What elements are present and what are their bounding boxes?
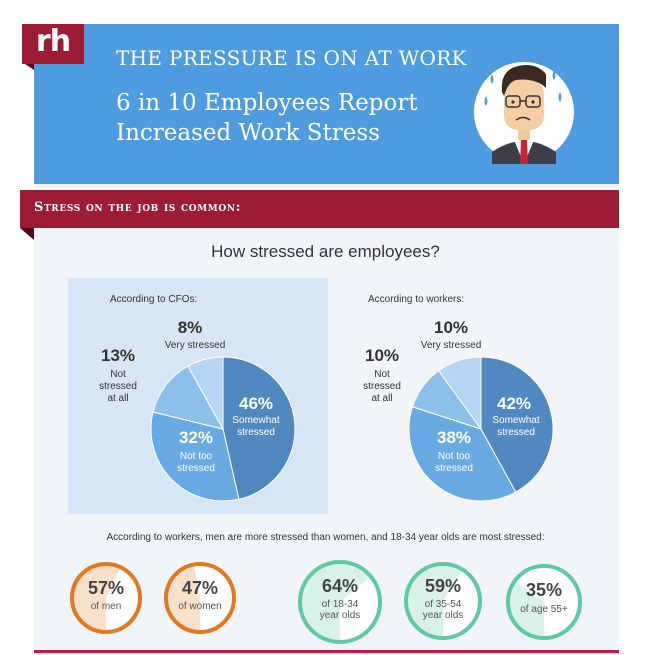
cfo-source-label: According to CFOs:	[110, 294, 198, 305]
age-35-54-stat-label: of 35-54 year olds	[408, 599, 478, 621]
workers-not-at-all-label-2: stressed	[363, 381, 401, 392]
workers-somewhat-pct: 42%	[496, 394, 532, 413]
women-stat-ring: 47% of women	[164, 562, 236, 634]
cfo-very-pct: 8%	[177, 318, 203, 337]
section-title: Stress on the job is common:	[34, 200, 241, 215]
logo-fold	[22, 62, 34, 70]
age-35-54-stat-label-2: year olds	[422, 610, 464, 621]
workers-not-too-label-1: Not too	[437, 451, 471, 462]
workers-very-pct: 10%	[433, 318, 469, 337]
cfo-slice-not-stressed-at-all	[152, 365, 224, 430]
cfo-not-too-label: Not too stressed	[160, 451, 232, 475]
workers-not-at-all-label-3: at all	[371, 393, 393, 404]
age-18-34-stat-label: of 18-34 year olds	[302, 599, 378, 621]
men-stat-label: of men	[90, 601, 122, 612]
age-18-34-stat-ring: 64% of 18-34 year olds	[298, 560, 382, 644]
cfo-somewhat-label: Somewhat stressed	[220, 415, 292, 439]
workers-slice-somewhat-stressed	[480, 356, 554, 493]
men-stat-ring: 57% of men	[70, 562, 142, 634]
cfo-pie-chart	[150, 356, 296, 502]
age-35-54-stat-label-1: of 35-54	[424, 599, 462, 610]
cfo-not-too-pct: 32%	[178, 428, 214, 447]
men-stat-pct: 57%	[87, 578, 125, 598]
cfo-slice-not-too-stressed	[150, 411, 240, 502]
cfo-not-too-label-2: stressed	[177, 463, 215, 474]
banner-fold	[20, 228, 34, 240]
age-35-54-stat-pct: 59%	[424, 576, 462, 596]
age-18-34-stat-label-1: of 18-34	[321, 599, 359, 610]
cfo-not-at-all-label-1: Not	[110, 369, 126, 380]
hero-kicker: THE PRESSURE IS ON AT WORK	[116, 46, 467, 70]
workers-not-at-all-label-1: Not	[374, 369, 390, 380]
cfo-not-at-all-label: Not stressed at all	[90, 369, 146, 405]
workers-source-label: According to workers:	[368, 294, 465, 305]
workers-not-at-all-label: Not stressed at all	[354, 369, 410, 405]
workers-very-label: Very stressed	[420, 340, 482, 351]
cfo-very-label: Very stressed	[164, 340, 226, 351]
cfo-not-too-label-1: Not too	[179, 451, 213, 462]
demographics-note: According to workers, men are more stres…	[106, 532, 545, 543]
workers-not-too-label-2: stressed	[435, 463, 473, 474]
workers-not-at-all-pct: 10%	[364, 346, 400, 365]
women-stat-pct: 47%	[181, 578, 219, 598]
hero-title-line2: Increased Work Stress	[116, 120, 380, 146]
hero-title-line1: 6 in 10 Employees Report	[116, 90, 418, 116]
stressed-man-illustration	[474, 62, 574, 164]
age-55-plus-stat-pct: 35%	[525, 580, 563, 600]
cfo-not-at-all-label-3: at all	[107, 393, 129, 404]
workers-not-too-label: Not too stressed	[418, 451, 490, 475]
workers-not-too-pct: 38%	[436, 428, 472, 447]
age-18-34-stat-label-2: year olds	[319, 610, 361, 621]
chart-question: How stressed are employees?	[211, 242, 440, 261]
section-banner	[20, 190, 619, 228]
workers-somewhat-label-1: Somewhat	[492, 415, 540, 426]
workers-pie-chart	[408, 356, 554, 502]
age-55-plus-stat-ring: 35% of age 55+	[506, 564, 582, 640]
age-18-34-stat-pct: 64%	[321, 576, 359, 596]
workers-slice-very-stressed	[437, 356, 482, 431]
cfo-somewhat-label-1: Somewhat	[232, 415, 280, 426]
cfo-slice-somewhat-stressed	[222, 356, 296, 500]
workers-somewhat-label: Somewhat stressed	[480, 415, 552, 439]
cfo-not-at-all-pct: 13%	[100, 346, 136, 365]
workers-somewhat-label-2: stressed	[497, 427, 535, 438]
cfo-somewhat-pct: 46%	[238, 394, 274, 413]
cfo-not-at-all-label-2: stressed	[99, 381, 137, 392]
workers-slice-not-too-stressed	[408, 406, 517, 502]
cfo-somewhat-label-2: stressed	[237, 427, 275, 438]
bottom-accent-line	[34, 650, 619, 653]
age-55-plus-stat-label: of age 55+	[520, 604, 568, 615]
women-stat-label: of women	[178, 601, 222, 612]
robert-half-logo: rh	[22, 24, 84, 64]
hero-title: 6 in 10 Employees Report Increased Work …	[116, 88, 446, 148]
age-35-54-stat-ring: 59% of 35-54 year olds	[404, 562, 482, 640]
cfo-slice-very-stressed	[187, 356, 224, 431]
